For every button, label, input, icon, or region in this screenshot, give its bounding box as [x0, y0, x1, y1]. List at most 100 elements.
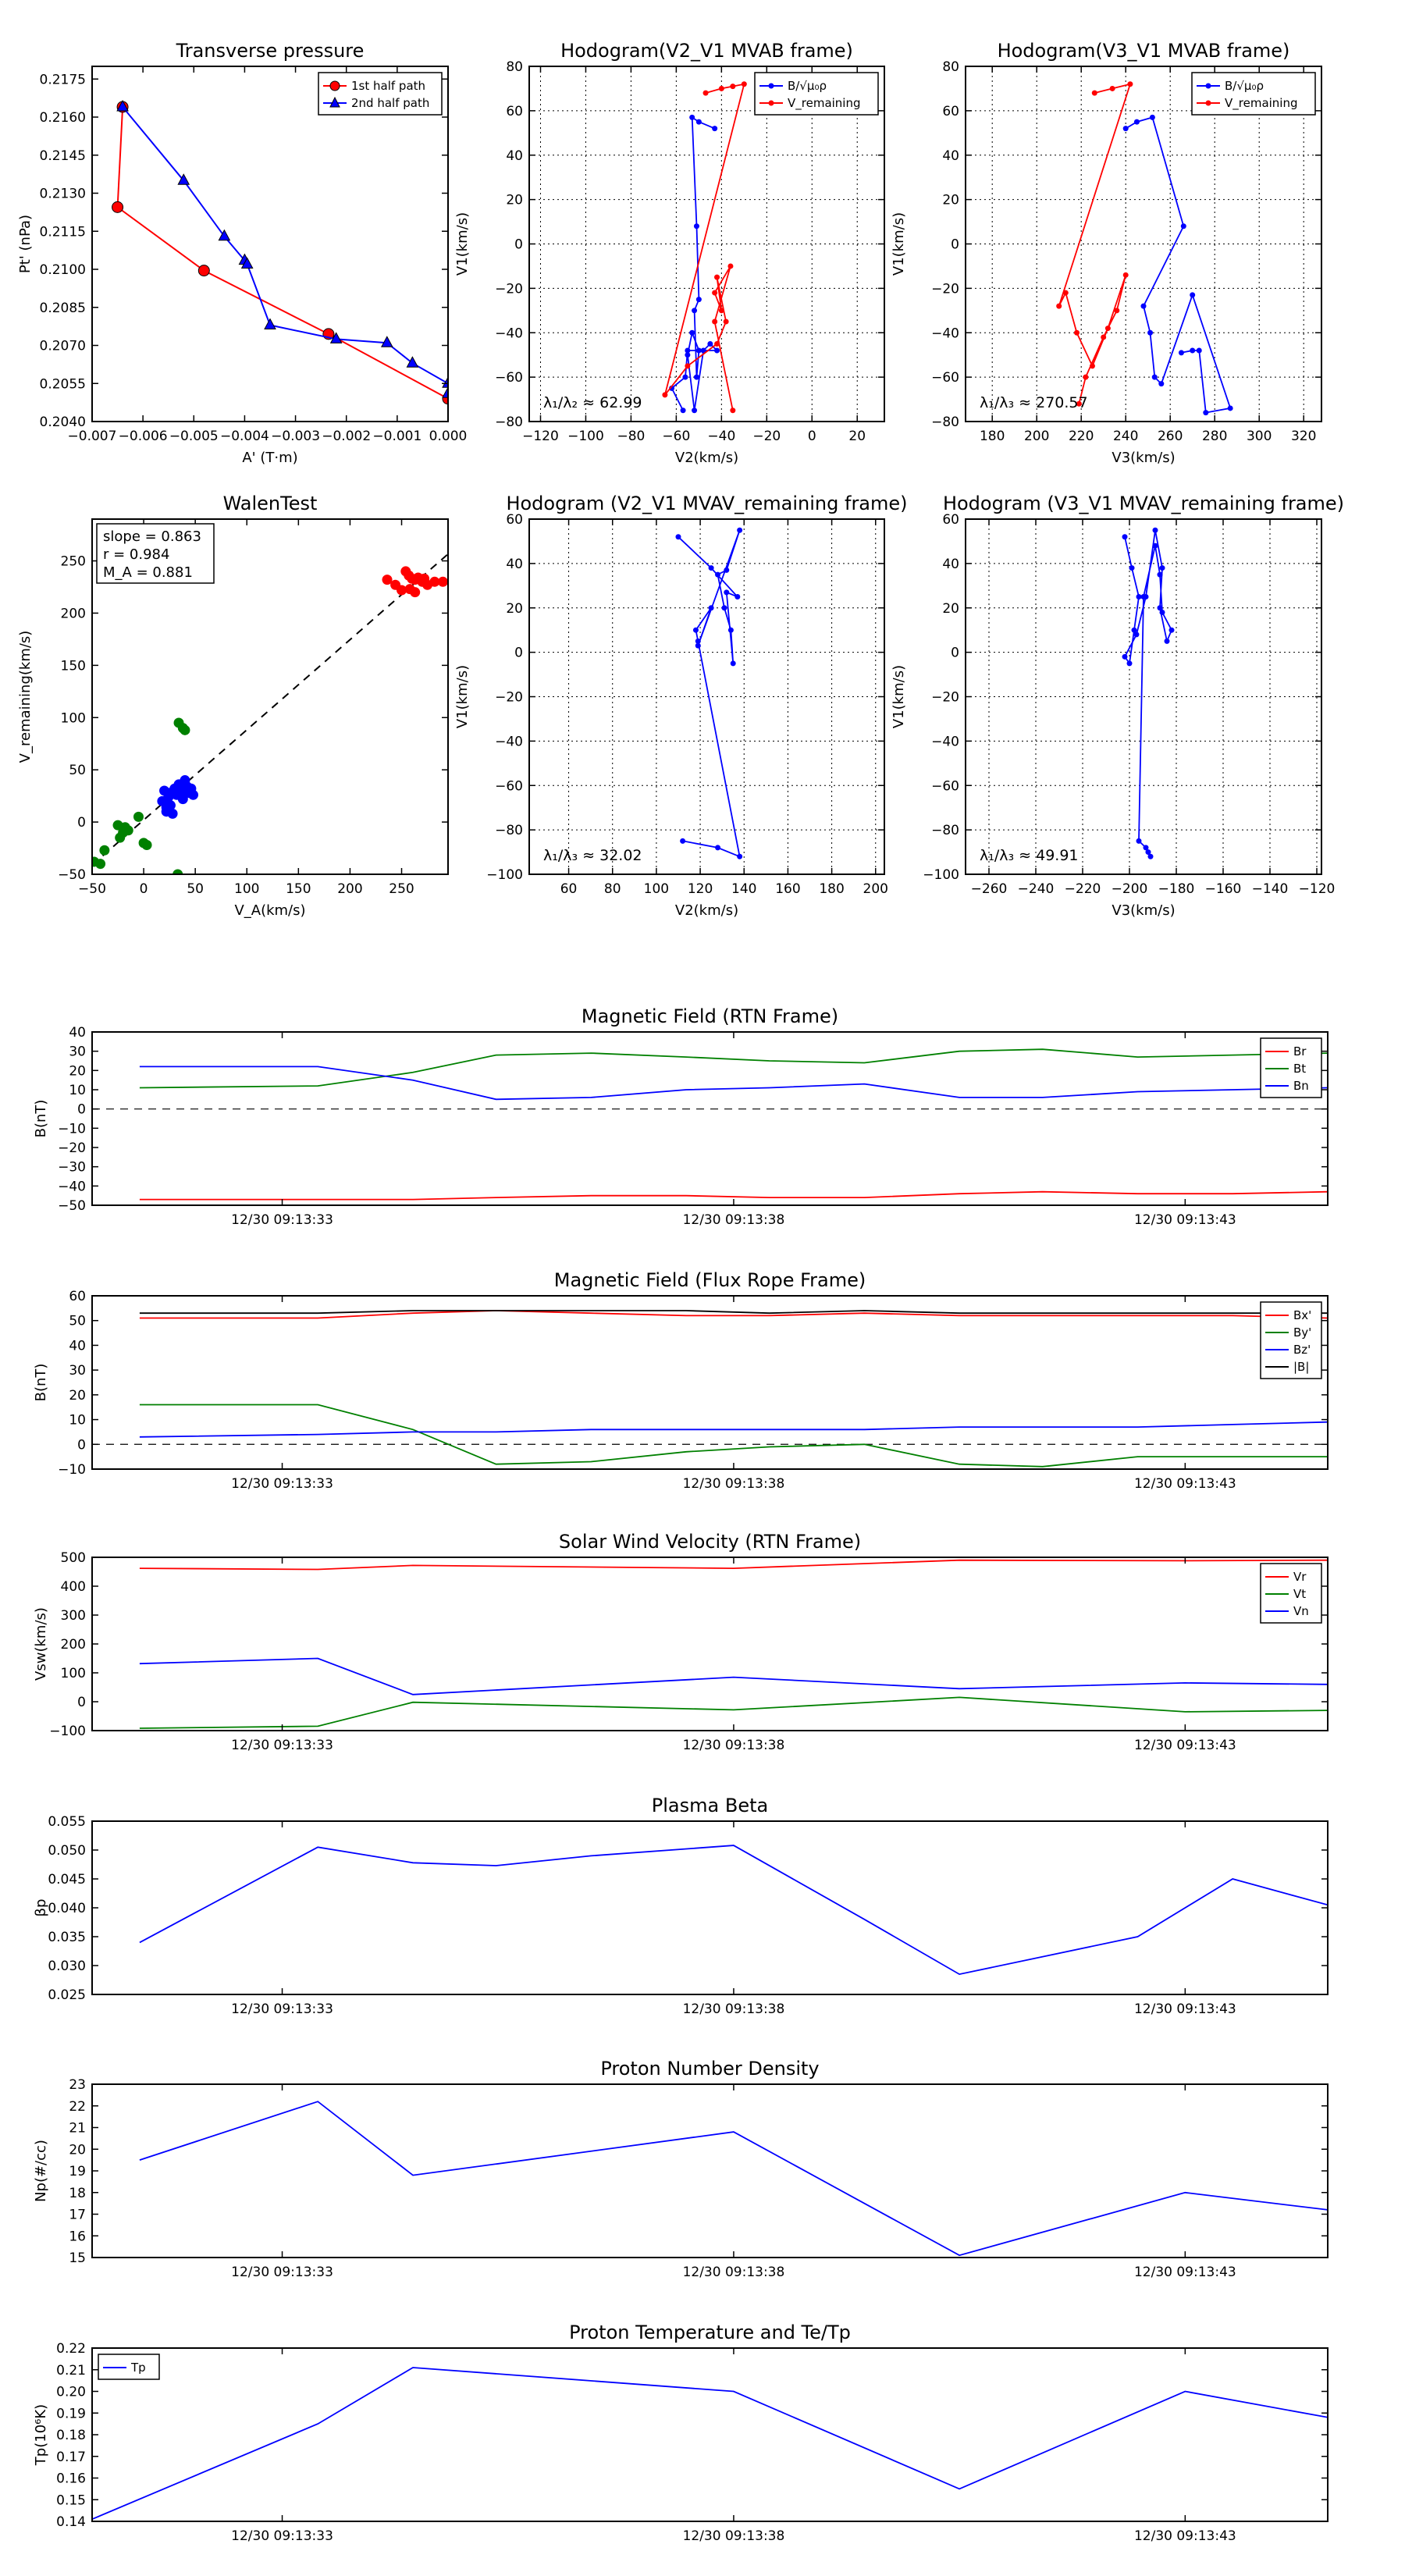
plot-frame	[91, 518, 449, 875]
data-point	[1178, 350, 1184, 356]
y-tick-label: 0.2040	[40, 415, 86, 430]
data-point	[177, 794, 188, 805]
data-point	[1227, 405, 1233, 411]
x-tick-label: 12/30 09:13:38	[683, 2528, 785, 2544]
x-tick-label: −0.004	[220, 429, 269, 444]
y-tick-label: −50	[58, 867, 86, 883]
chart-title: Proton Temperature and Te/Tp	[569, 2322, 851, 2343]
x-tick-label: 60	[560, 881, 578, 897]
stats-ma: M_A = 0.881	[103, 564, 193, 581]
y-tick-label: −100	[49, 1724, 86, 1739]
y-tick-label: 0.14	[56, 2514, 86, 2530]
data-point	[695, 638, 701, 644]
plot-frame	[91, 1295, 1329, 1470]
y-tick-label: 0.2130	[40, 187, 86, 202]
legend-marker	[1205, 83, 1211, 89]
y-tick-label: 200	[61, 606, 86, 621]
chart-beta: Plasma Beta 12/30 09:13:33 12/30 09:13:38 1…	[33, 1795, 1329, 2017]
y-tick-label: 60	[942, 512, 959, 528]
x-axis-label: V2(km/s)	[675, 902, 738, 919]
y-tick-label: −20	[495, 690, 523, 706]
chart-mag_rtn: Magnetic Field (RTN Frame) 12/30 09:13:33…	[33, 1005, 1329, 1228]
data-point	[714, 340, 720, 347]
x-tick-label: −0.002	[322, 429, 371, 444]
x-tick-label: 12/30 09:13:33	[231, 1738, 333, 1753]
y-tick-label: −80	[931, 823, 959, 838]
plot-frame	[91, 1557, 1329, 1731]
y-tick-label: −40	[931, 734, 959, 749]
y-axis-label: Vsw(km/s)	[33, 1607, 49, 1681]
data-point	[730, 84, 736, 90]
y-axis-label: Tp(10⁶K)	[33, 2404, 49, 2466]
series-line-B	[139, 1310, 1328, 1315]
data-point	[1145, 849, 1151, 856]
data-point	[197, 265, 210, 277]
y-tick-label: 22	[69, 2099, 86, 2115]
fit-line	[92, 553, 448, 866]
plot-frame	[91, 66, 449, 422]
chart-h3: Hodogram (V2_V1 MVAV_remaining frame)60 8…	[454, 493, 908, 919]
y-tick-label: −10	[58, 1121, 86, 1137]
y-axis-label: V1(km/s)	[454, 665, 471, 728]
x-tick-label: 0	[140, 881, 148, 897]
y-tick-label: −30	[58, 1160, 86, 1176]
series-line-1sthalfpath	[116, 106, 448, 400]
data-point	[123, 825, 133, 836]
y-tick-label: 0.2070	[40, 339, 86, 354]
chart-title: Hodogram (V3_V1 MVAV_remaining frame)	[943, 493, 1344, 514]
data-point	[1089, 363, 1095, 369]
plot-area	[139, 1048, 1328, 1201]
y-tick-label: 0.2175	[40, 72, 86, 87]
y-tick-label: 0.20	[56, 2385, 86, 2400]
data-point	[165, 800, 176, 811]
plot-area	[139, 1845, 1328, 1976]
y-tick-label: −20	[58, 1140, 86, 1156]
plot-area	[139, 2101, 1328, 2257]
y-tick-label: 60	[506, 104, 523, 119]
legend-label: Vn	[1293, 1604, 1309, 1618]
x-tick-label: −180	[1158, 881, 1195, 897]
data-point	[714, 274, 720, 280]
x-tick-label: −0.007	[68, 429, 117, 444]
data-point	[95, 859, 106, 870]
y-tick-label: −20	[931, 281, 959, 297]
data-point	[675, 534, 681, 540]
plot-area	[662, 81, 747, 414]
y-tick-label: 0.22	[56, 2341, 86, 2357]
data-point	[700, 347, 706, 354]
series-line-Br	[139, 1190, 1328, 1201]
y-tick-label: 50	[69, 763, 86, 778]
legend-label: B/√μ₀ρ	[788, 79, 827, 93]
y-tick-label: −50	[58, 1198, 86, 1214]
x-tick-label: 12/30 09:13:38	[683, 2265, 785, 2280]
y-tick-label: 40	[69, 1338, 86, 1354]
x-tick-label: −0.006	[119, 429, 168, 444]
y-tick-label: −80	[495, 415, 523, 430]
data-point	[1122, 653, 1128, 660]
data-point	[1136, 594, 1142, 600]
chart-h1: Hodogram(V2_V1 MVAB frame) −120 −100 −80 −60…	[454, 40, 885, 466]
legend-marker	[1205, 100, 1211, 106]
x-tick-label: 220	[1069, 429, 1094, 444]
y-tick-label: 100	[61, 1666, 86, 1681]
y-tick-label: 0.15	[56, 2492, 86, 2508]
y-tick-label: 0.2160	[40, 110, 86, 126]
data-point	[1133, 119, 1140, 125]
data-point	[724, 567, 730, 573]
data-point	[380, 336, 393, 347]
y-axis-label: Pt' (nPa)	[17, 215, 34, 273]
data-point	[1180, 223, 1186, 229]
x-tick-label: 0	[808, 429, 816, 444]
data-point	[741, 81, 747, 87]
y-tick-label: 0.2115	[40, 224, 86, 240]
chart-walen: WalenTest −50 0 50 100 150 200 250 −50 0 50 100 150 2…	[17, 493, 449, 919]
y-tick-label: 30	[69, 1044, 86, 1060]
x-tick-label: 140	[731, 881, 756, 897]
x-tick-label: 0.000	[429, 429, 468, 444]
plot-area	[92, 2367, 1328, 2521]
y-tick-label: 0.2055	[40, 376, 86, 392]
x-tick-label: 12/30 09:13:33	[231, 2265, 333, 2280]
chart-title: Magnetic Field (Flux Rope Frame)	[554, 1269, 866, 1291]
y-tick-label: 0.2145	[40, 148, 86, 164]
data-point	[718, 308, 724, 314]
